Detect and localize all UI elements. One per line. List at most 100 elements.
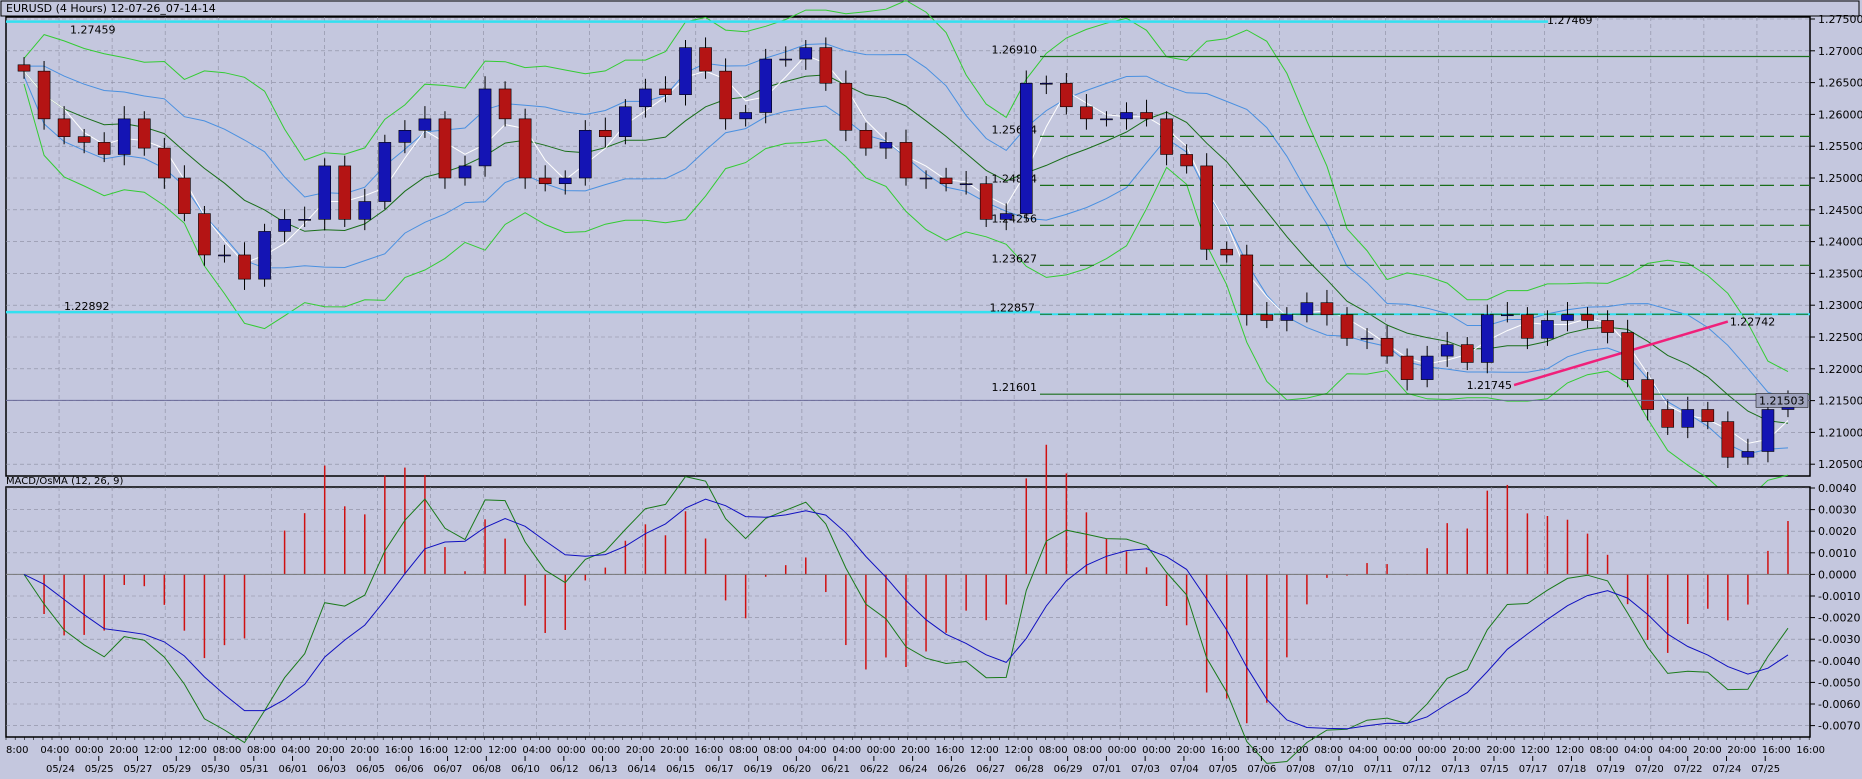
bear-candle	[1340, 314, 1354, 339]
bear-candle	[1601, 320, 1614, 333]
x-date-label: 06/22	[860, 764, 889, 775]
bull-candle	[1681, 409, 1695, 428]
bear-candle	[1400, 355, 1414, 380]
level-label: 1.27469	[1547, 14, 1593, 27]
x-time-label: 20:00	[1727, 745, 1756, 756]
x-time-label: 16:00	[1762, 745, 1791, 756]
x-time-label: 20:00	[350, 745, 379, 756]
bull-candle	[1541, 320, 1554, 339]
x-date-label: 07/03	[1131, 764, 1160, 775]
y-tick-label: 1.26000	[1818, 108, 1862, 121]
bull-candle	[378, 142, 392, 202]
level-label: 1.22857	[990, 301, 1036, 314]
macd-line	[23, 476, 1789, 764]
bull-candle	[1440, 344, 1454, 357]
bear-candle	[1581, 314, 1594, 321]
x-time-label: 00:00	[557, 745, 586, 756]
x-time-label: 08:00	[1314, 745, 1343, 756]
x-time-label: 8:00	[6, 745, 28, 756]
x-time-label: 04:00	[281, 745, 310, 756]
y-tick-label: 0.0000	[1818, 568, 1857, 581]
x-time-label: 08:00	[729, 745, 758, 756]
x-date-label: 06/08	[472, 764, 501, 775]
bear-candle	[158, 147, 171, 179]
x-date-label: 05/27	[124, 764, 153, 775]
bear-candle	[338, 165, 352, 220]
bear-candle	[839, 82, 853, 131]
y-tick-label: 0.0020	[1818, 525, 1857, 538]
x-time-label: 04:00	[522, 745, 551, 756]
x-date-label: 06/10	[511, 764, 540, 775]
bull-candle	[298, 219, 311, 221]
x-date-label: 06/19	[744, 764, 773, 775]
y-tick-label: 1.27500	[1818, 13, 1862, 26]
bull-candle	[478, 88, 492, 167]
bear-candle	[1641, 379, 1654, 410]
x-date-label: 06/15	[666, 764, 695, 775]
price-frame	[5, 16, 1811, 477]
bull-candle	[358, 201, 372, 220]
y-tick-label: -0.0020	[1818, 612, 1860, 625]
x-date-label: 05/31	[240, 764, 269, 775]
x-time-label: 20:00	[1486, 745, 1515, 756]
bull-candle	[879, 142, 893, 149]
trend-end-label: 1.22742	[1730, 316, 1776, 329]
bear-candle	[939, 177, 953, 185]
bear-candle	[137, 118, 151, 149]
y-tick-label: -0.0060	[1818, 698, 1860, 711]
y-tick-label: 0.0010	[1818, 547, 1857, 560]
x-date-label: 07/11	[1364, 764, 1393, 775]
bear-candle	[1180, 154, 1193, 167]
bull-candle	[558, 177, 572, 185]
y-tick-label: 1.20500	[1818, 458, 1862, 471]
x-date-label: 07/15	[1480, 764, 1509, 775]
x-date-label: 06/13	[589, 764, 618, 775]
x-time-label: 20:00	[660, 745, 689, 756]
x-date-label: 06/03	[317, 764, 346, 775]
macd-frame	[5, 486, 1811, 738]
bull-candle	[1100, 118, 1113, 121]
bear-candle	[1661, 409, 1675, 428]
x-date-label: 06/27	[976, 764, 1005, 775]
x-time-label: 00:00	[75, 745, 104, 756]
level-label: 1.21601	[992, 381, 1038, 394]
x-time-label: 16:00	[1245, 745, 1274, 756]
x-time-label: 12:00	[1521, 745, 1550, 756]
bear-candle	[498, 88, 512, 120]
y-tick-label: 1.21000	[1818, 426, 1862, 439]
x-date-label: 06/29	[1054, 764, 1083, 775]
x-time-label: 16:00	[936, 745, 965, 756]
bull-candle	[278, 219, 291, 232]
x-date-label: 07/25	[1751, 764, 1780, 775]
signal-line	[23, 498, 1789, 730]
price-panel[interactable]: 1.27500 1.27000 1.26500 1.26000 1.25500 1.250…	[5, 0, 1862, 500]
y-tick-label: 1.25500	[1818, 140, 1862, 153]
x-date-label: 07/06	[1247, 764, 1276, 775]
y-tick-label: 1.22000	[1818, 363, 1862, 376]
y-tick-label: 1.24000	[1818, 236, 1862, 249]
macd-panel[interactable]: 0.0040 0.0030 0.0020 0.0010 0.0000 -0.0010 -0.…	[5, 444, 1860, 764]
bear-candle	[979, 183, 993, 220]
x-time-label: 20:00	[1452, 745, 1481, 756]
bull-candle	[779, 58, 793, 61]
bear-candle	[899, 142, 913, 179]
bear-candle	[1140, 112, 1153, 120]
x-date-label: 06/24	[899, 764, 928, 775]
bull-candle	[1120, 112, 1133, 120]
x-date-label: 07/18	[1557, 764, 1586, 775]
bear-candle	[178, 177, 191, 214]
y-tick-label: 1.25000	[1818, 172, 1862, 185]
bull-candle	[759, 58, 772, 113]
level-label: 1.24256	[992, 212, 1038, 225]
x-time-label: 08:00	[213, 745, 242, 756]
x-time-label: 20:00	[316, 745, 345, 756]
bear-candle	[518, 118, 532, 179]
bull-candle	[418, 118, 432, 131]
bear-candle	[859, 130, 873, 149]
x-time-label: 00:00	[1108, 745, 1137, 756]
y-tick-label: 1.21500	[1818, 395, 1862, 408]
bear-candle	[438, 118, 452, 179]
x-date-label: 06/20	[782, 764, 811, 775]
x-date-label: 07/12	[1402, 764, 1431, 775]
